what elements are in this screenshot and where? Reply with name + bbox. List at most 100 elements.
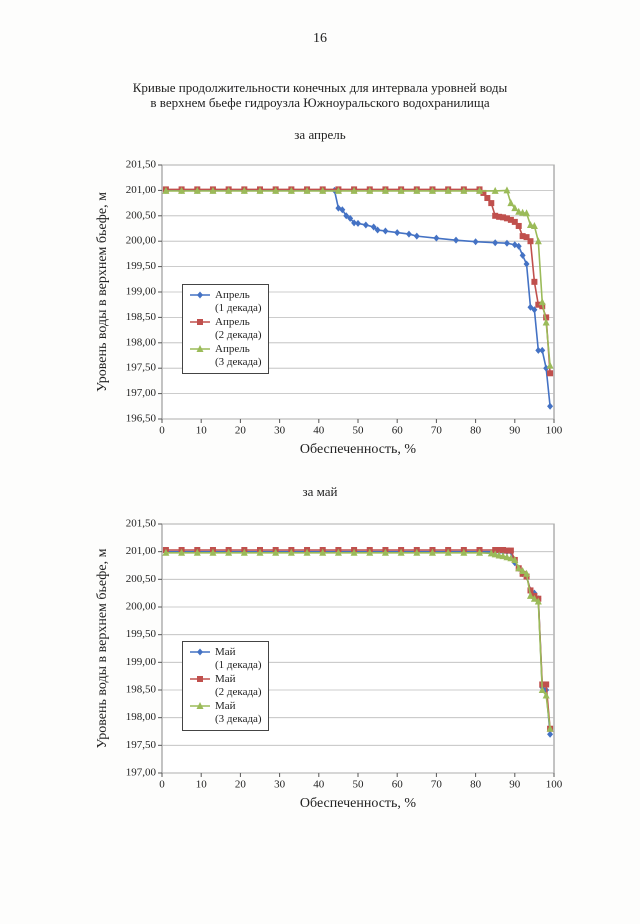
marker — [397, 186, 405, 194]
marker — [444, 548, 452, 556]
y-tick-label: 198,00 — [126, 711, 157, 723]
marker — [531, 278, 538, 285]
marker — [162, 186, 170, 194]
y-axis-label: Уровень воды в верхнем бьефе, м — [95, 548, 110, 748]
marker — [503, 553, 511, 561]
legend-label: Апрель (2 декада) — [215, 316, 262, 341]
x-tick-label: 40 — [313, 779, 325, 791]
marker — [511, 218, 518, 225]
marker — [496, 547, 503, 554]
chart-title: за апрель — [294, 127, 346, 142]
y-tick-label: 200,50 — [126, 209, 157, 221]
marker — [405, 230, 412, 238]
marker — [496, 213, 503, 220]
y-tick-label: 200,00 — [126, 235, 157, 247]
marker — [535, 301, 542, 308]
marker — [240, 186, 248, 194]
marker — [523, 260, 530, 268]
chart-title: за май — [302, 484, 338, 499]
legend-swatch — [190, 648, 210, 655]
marker — [503, 547, 510, 554]
marker — [196, 345, 204, 352]
marker — [240, 548, 248, 556]
legend-swatch — [190, 291, 210, 299]
marker — [256, 548, 264, 556]
series-line — [165, 189, 551, 366]
x-axis-label: Обеспеченность, % — [300, 796, 416, 811]
marker — [225, 548, 233, 556]
x-tick-label: 60 — [392, 779, 404, 791]
legend-swatch — [190, 675, 210, 682]
marker — [178, 186, 186, 194]
marker — [531, 306, 538, 314]
marker — [542, 318, 550, 326]
marker — [476, 548, 484, 556]
marker — [523, 209, 531, 217]
marker — [351, 219, 358, 227]
y-tick-label: 197,00 — [126, 387, 157, 399]
marker — [193, 186, 201, 194]
y-tick-label: 199,50 — [126, 260, 157, 272]
marker — [519, 251, 526, 259]
marker — [492, 239, 499, 247]
legend-entry: Май (3 декада) — [189, 700, 262, 726]
legend-label: Май (3 декада) — [215, 699, 262, 725]
y-tick-label: 197,50 — [126, 739, 157, 751]
marker — [523, 234, 530, 241]
marker — [535, 346, 542, 354]
marker — [500, 547, 507, 554]
marker — [543, 364, 550, 372]
x-tick-label: 30 — [274, 425, 286, 437]
x-tick-label: 40 — [313, 425, 325, 437]
legend-label: Апрель (3 декада) — [215, 343, 262, 368]
marker — [488, 200, 495, 207]
marker — [491, 550, 499, 558]
x-tick-label: 0 — [159, 425, 165, 437]
marker — [343, 212, 350, 220]
marker — [480, 189, 487, 196]
marker — [539, 346, 546, 354]
marker — [303, 548, 311, 556]
marker — [197, 319, 203, 325]
legend-entry: Апрель (1 декада) — [189, 289, 262, 315]
legend-label: Апрель (1 декада) — [215, 289, 262, 314]
marker — [492, 547, 499, 554]
marker — [534, 237, 542, 245]
marker — [546, 361, 554, 369]
x-tick-label: 70 — [431, 779, 443, 791]
legend: Апрель (1 декада) Апрель (2 декада) Апрель… — [182, 284, 269, 374]
marker — [381, 186, 389, 194]
marker — [319, 186, 327, 194]
marker — [355, 219, 361, 227]
y-tick-label: 198,50 — [126, 684, 157, 696]
legend-entry: Апрель (2 декада) — [189, 316, 262, 342]
y-tick-label: 198,00 — [126, 336, 157, 348]
marker — [334, 548, 342, 556]
marker — [507, 554, 515, 562]
marker — [523, 569, 531, 577]
x-tick-label: 50 — [353, 779, 365, 791]
marker — [547, 730, 554, 738]
y-tick-label: 197,00 — [126, 767, 157, 779]
marker — [547, 402, 554, 410]
marker — [538, 298, 546, 306]
marker — [433, 234, 440, 242]
y-tick-label: 200,00 — [126, 601, 157, 613]
marker — [500, 214, 507, 221]
marker — [196, 701, 204, 709]
page-number: 16 — [313, 31, 327, 46]
x-tick-label: 90 — [509, 779, 521, 791]
marker — [453, 236, 459, 244]
x-tick-label: 20 — [235, 779, 247, 791]
marker — [413, 232, 420, 240]
marker — [526, 591, 534, 599]
x-tick-label: 80 — [470, 779, 482, 791]
marker — [538, 686, 546, 693]
marker — [515, 242, 522, 250]
marker — [519, 233, 526, 240]
marker — [272, 548, 280, 556]
legend-swatch — [190, 319, 210, 325]
x-tick-label: 10 — [196, 425, 208, 437]
marker — [507, 216, 514, 223]
